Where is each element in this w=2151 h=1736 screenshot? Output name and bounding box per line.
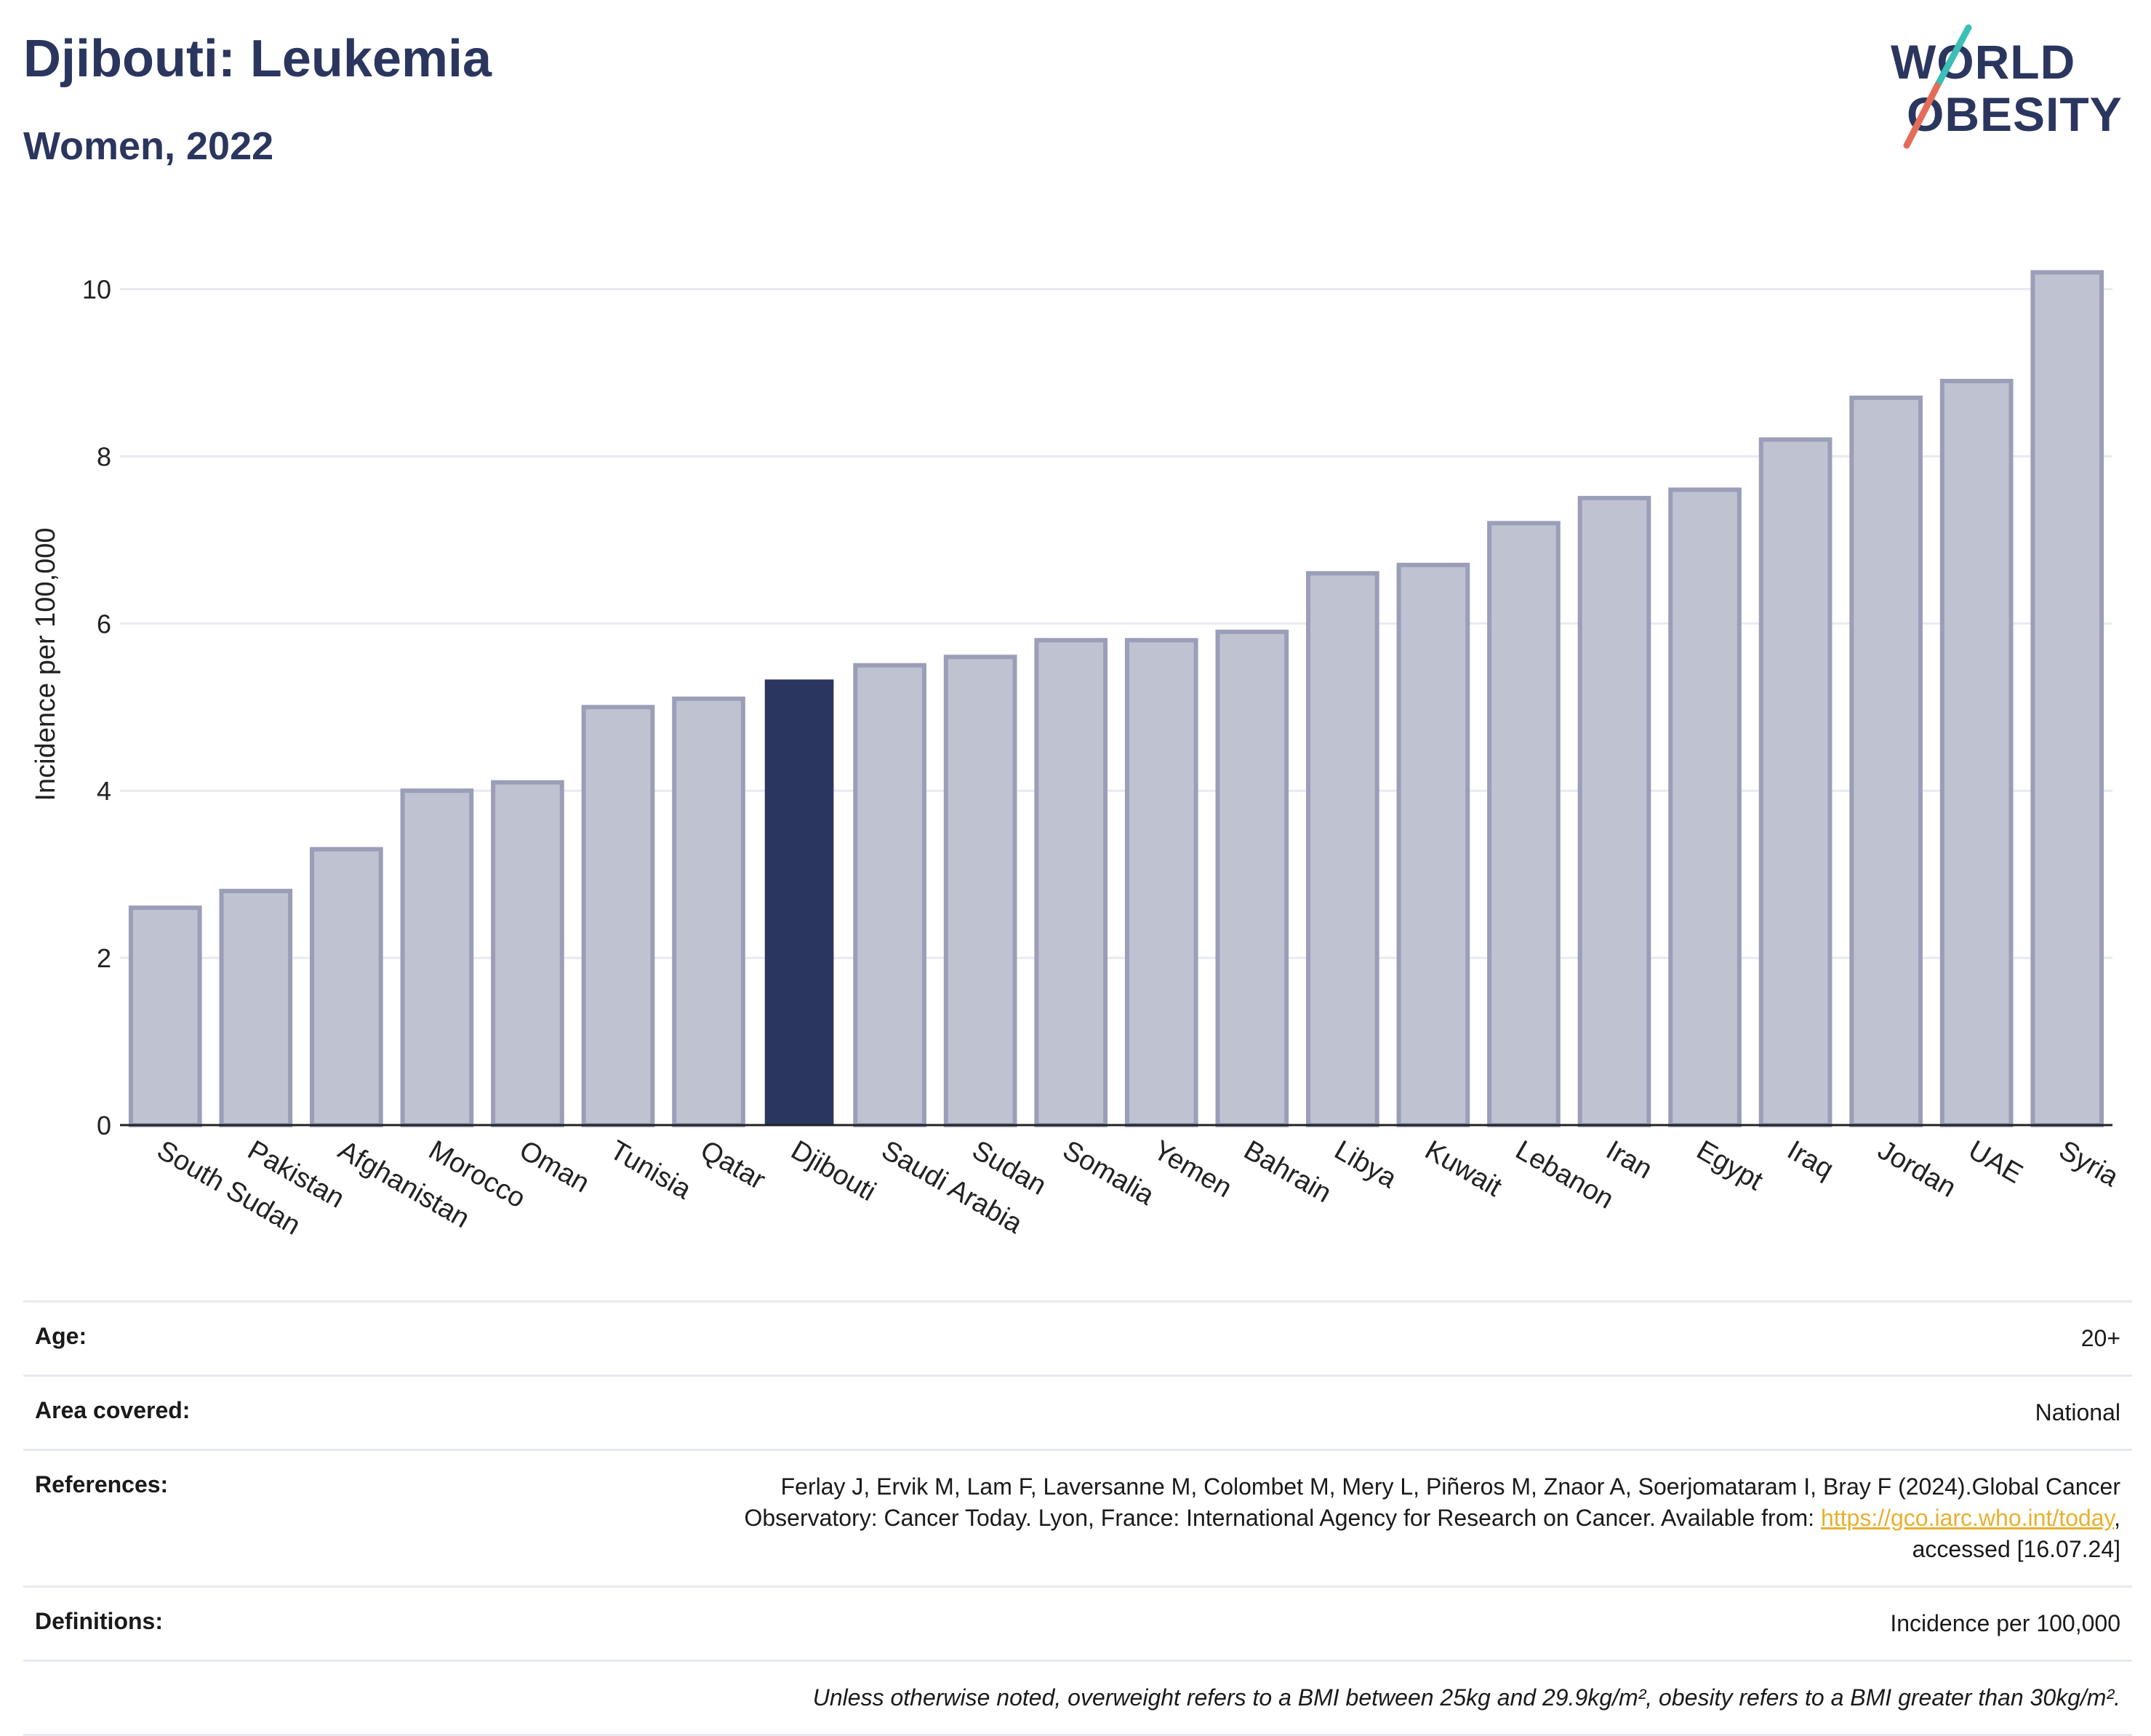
x-tick-label: UAE [1963,1135,2028,1189]
bar-bahrain [1215,629,1289,1127]
age-label: Age: [35,1323,87,1349]
bar-djibouti [764,679,834,1125]
svg-text:OBESITY: OBESITY [1907,87,2123,141]
references-value: Ferlay J, Ervik M, Lam F, Laversanne M, … [744,1473,2120,1562]
bar-oman [491,780,564,1127]
age-row: Age: 20+ [23,1300,2132,1375]
references-text-1: Ferlay J, Ervik M, Lam F, Laversanne M, … [780,1473,2120,1500]
bar-egypt [1668,487,1742,1128]
x-tick-label: Tunisia [605,1135,697,1205]
bar-sudan [943,655,1017,1127]
definitions-label: Definitions: [35,1608,163,1634]
y-tick-label: 4 [97,776,111,806]
bar-afghanistan [310,847,383,1128]
bar-saudi-arabia [853,663,926,1127]
info-table: Age: 20+ Area covered: National Referenc… [23,1300,2132,1736]
y-tick-label: 0 [97,1111,111,1140]
bar-jordan [1849,395,1923,1127]
y-axis-ticks: 0 2 4 6 8 10 [82,274,111,1140]
bar-iraq [1758,437,1832,1127]
references-link[interactable]: https://gco.iarc.who.int/today [1820,1505,2115,1531]
bar-libya [1306,571,1379,1127]
bar-iran [1577,495,1651,1128]
bar-south-sudan [128,905,202,1127]
bmi-note: Unless otherwise noted, overweight refer… [812,1684,2120,1711]
bar-chart: 0 2 4 6 8 10 South SudanPakistanAfghanistanMo… [31,270,2124,1241]
bar-somalia [1034,638,1108,1127]
x-tick-label: Lebanon [1510,1135,1619,1215]
y-tick-label: 10 [82,274,111,304]
references-row: References: Ferlay J, Ervik M, Lam F, La… [23,1449,2132,1585]
world-obesity-logo: WORLD OBESITY [1891,24,2123,149]
area-value: National [2035,1399,2120,1425]
x-tick-label: Iran [1601,1135,1658,1185]
y-tick-label: 2 [97,943,111,973]
y-tick-label: 6 [97,609,111,639]
area-label: Area covered: [35,1397,191,1423]
bar-uae [1939,378,2014,1127]
bar-kuwait [1396,562,1470,1127]
x-tick-label: Yemen [1148,1135,1237,1204]
note-row: Unless otherwise noted, overweight refer… [23,1660,2132,1736]
svg-text:WORLD: WORLD [1891,35,2075,89]
x-tick-label: Qatar [695,1135,771,1196]
x-tick-label: Iraq [1782,1135,1839,1185]
x-tick-label: Somalia [1057,1135,1160,1211]
x-tick-label: Djibouti [786,1135,881,1207]
references-text-3: accessed [16.07.24] [1912,1536,2120,1562]
x-tick-label: Egypt [1691,1135,1769,1196]
bar-pakistan [219,889,293,1128]
x-tick-label: Syria [2054,1135,2124,1193]
x-tick-label: Bahrain [1238,1135,1336,1209]
age-value: 20+ [2080,1325,2120,1351]
x-tick-label: Jordan [1872,1135,1961,1203]
x-axis-ticks: South SudanPakistanAfghanistanMoroccoOma… [152,1135,2124,1241]
y-tick-label: 8 [97,441,111,471]
page-subtitle: Women, 2022 [23,124,274,168]
bar-morocco [400,788,474,1127]
references-label: References: [35,1471,169,1497]
bar-qatar [672,696,745,1127]
definitions-row: Definitions: Incidence per 100,000 [23,1585,2132,1660]
bars [128,270,2104,1128]
bar-lebanon [1487,521,1561,1128]
bar-yemen [1124,638,1198,1127]
references-text-2: Observatory: Cancer Today. Lyon, France:… [744,1505,1821,1531]
definitions-value: Incidence per 100,000 [1890,1610,2120,1636]
x-tick-label: Libya [1329,1135,1402,1194]
x-tick-label: Kuwait [1419,1135,1507,1203]
y-axis-label: Incidence per 100,000 [31,527,61,801]
page-title: Djibouti: Leukemia [23,30,492,88]
bar-syria [2030,270,2104,1127]
area-row: Area covered: National [23,1375,2132,1449]
bar-tunisia [581,705,655,1127]
